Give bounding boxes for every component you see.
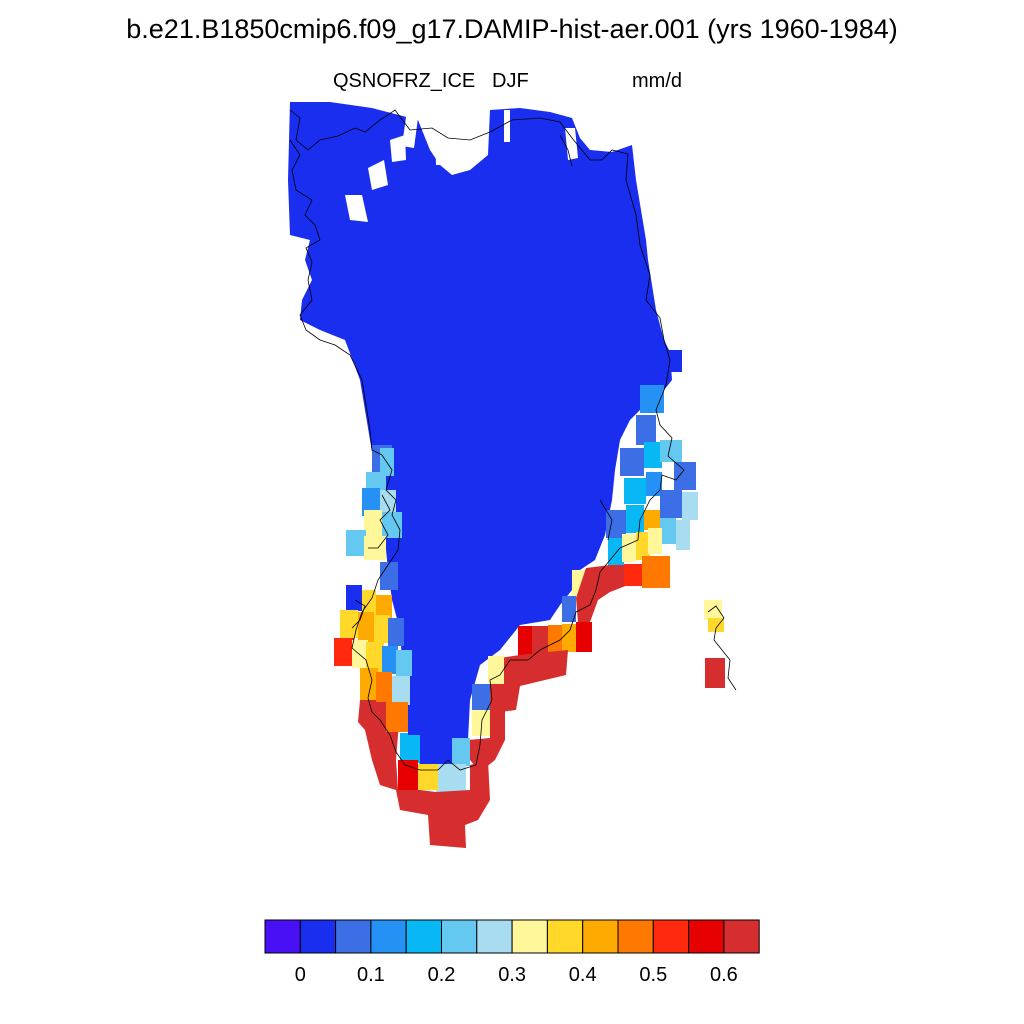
colorbar-tick-label: 0 bbox=[295, 964, 306, 986]
iceland-edge-cells bbox=[704, 600, 725, 688]
variable-label: QSNOFRZ_ICE bbox=[333, 70, 476, 92]
colorbar-tick-label: 0.2 bbox=[428, 964, 456, 986]
colorbar-tick-label: 0.3 bbox=[498, 964, 526, 986]
colorbar-swatch bbox=[299, 919, 337, 954]
season-label: DJF bbox=[492, 70, 529, 92]
units-label: mm/d bbox=[632, 70, 682, 92]
colorbar-swatch bbox=[582, 919, 619, 954]
colorbar-swatch bbox=[264, 919, 301, 954]
ice-sheet-region bbox=[288, 102, 672, 770]
colorbar-swatch bbox=[476, 919, 513, 954]
colorbar-swatch bbox=[723, 919, 760, 954]
colorbar-swatch bbox=[441, 919, 478, 954]
colorbar-swatch bbox=[546, 919, 584, 954]
colorbar-swatch bbox=[617, 919, 654, 954]
coastline bbox=[289, 109, 737, 771]
colorbar-tick-label: 0.6 bbox=[710, 964, 738, 986]
colorbar-tick-label: 0.4 bbox=[569, 964, 597, 986]
colorbar-swatch bbox=[688, 919, 725, 954]
map-title: b.e21.B1850cmip6.f09_g17.DAMIP-hist-aer.… bbox=[126, 14, 898, 44]
colorbar-swatch bbox=[370, 919, 407, 954]
southeast-coast-cells bbox=[452, 650, 568, 772]
colorbar-swatch bbox=[335, 919, 372, 954]
colorbar-swatch bbox=[652, 919, 690, 954]
colorbar-tick-label: 0.5 bbox=[639, 964, 667, 986]
colorbar-tick-label: 0.1 bbox=[357, 964, 385, 986]
south-tip-cells bbox=[358, 695, 490, 848]
colorbar-swatch bbox=[511, 919, 548, 954]
colorbar-swatch bbox=[405, 919, 443, 954]
east-coast-cells bbox=[518, 350, 698, 656]
